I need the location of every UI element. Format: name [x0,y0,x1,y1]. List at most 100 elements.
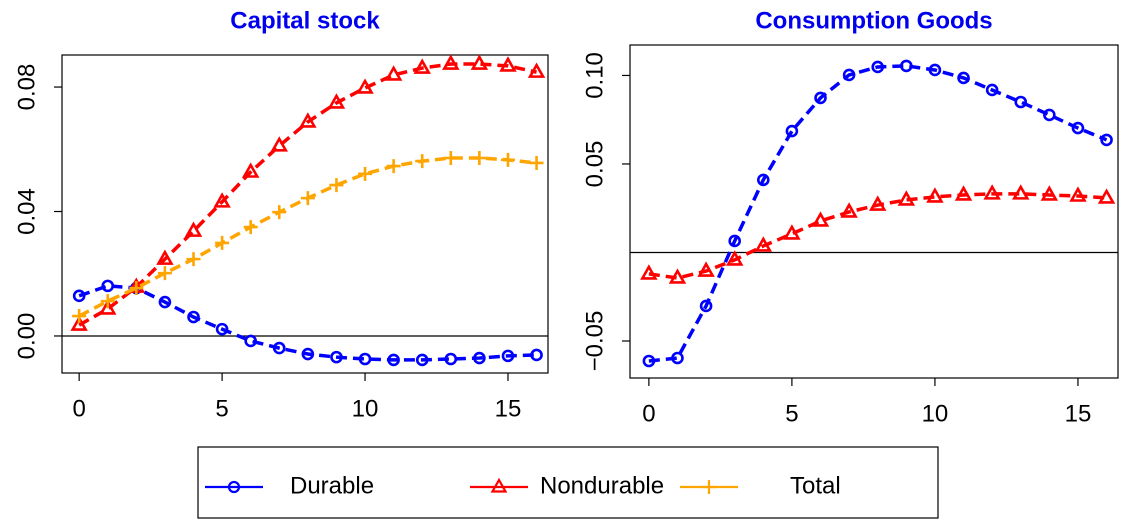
marker [783,224,801,240]
marker [527,62,546,78]
x-tick-label: 5 [785,400,798,427]
plot-frame [61,54,549,374]
marker [356,78,374,94]
y-tick-label: 0.00 [13,313,40,360]
marker [785,124,799,138]
marker [215,235,230,250]
marker [928,63,942,77]
marker [811,211,830,227]
x-tick-label: 5 [215,395,228,422]
marker [1097,188,1116,204]
x-tick-label: 0 [72,395,85,422]
legend-label: Durable [290,472,374,499]
marker [72,289,86,303]
legend-label: Total [790,472,841,499]
marker [415,353,429,367]
marker [702,480,716,494]
marker [227,480,241,494]
marker [99,299,117,315]
marker [840,202,858,218]
marker [529,155,544,170]
marker [470,54,489,70]
marker [756,173,770,187]
chart-title: Capital stock [230,7,380,34]
marker [699,299,713,313]
marker [272,205,287,220]
marker [499,56,517,72]
marker [1014,95,1028,109]
x-tick-label: 10 [922,400,949,427]
series-line [78,284,537,362]
marker [415,154,430,169]
marker [490,477,508,493]
marker [327,93,346,109]
marker [101,279,115,293]
y-tick-label: 0.05 [581,141,608,188]
marker [472,150,487,165]
y-tick-label: 0.08 [13,64,40,111]
marker [1012,184,1030,200]
series-line [648,192,1107,280]
marker [1040,185,1059,201]
marker [243,220,258,235]
marker [443,150,458,165]
series-line [648,64,1108,363]
marker [957,71,970,85]
marker [330,350,343,364]
plot-frame [629,44,1119,379]
y-tick-label: −0.05 [581,311,608,372]
marker [213,192,231,208]
marker [668,268,687,284]
marker [186,252,201,267]
marker [530,348,543,362]
marker [444,352,458,366]
x-tick-label: 15 [1065,400,1092,427]
marker [129,281,144,296]
y-tick-label: 0.04 [13,188,40,235]
x-tick-label: 10 [352,395,379,422]
marker [272,341,286,355]
marker [244,334,257,348]
marker [985,83,999,97]
marker [387,353,400,367]
marker [184,221,203,237]
marker [72,309,87,324]
marker [358,166,373,181]
marker [300,191,315,206]
marker [100,294,115,309]
series-line [78,62,537,327]
legend-box [197,446,939,519]
y-tick-label: 0.10 [581,52,608,99]
marker [384,65,403,81]
marker [728,234,741,248]
marker [1069,186,1087,202]
marker [671,351,684,365]
marker [725,250,744,266]
x-tick-label: 15 [495,395,522,422]
marker [897,190,916,206]
x-tick-label: 0 [642,400,655,427]
legend-label: Nondurable [540,472,664,499]
marker [754,236,773,252]
marker [386,159,401,174]
marker [187,310,200,324]
marker [871,60,885,74]
marker [1043,108,1056,122]
chart-title: Consumption Goods [755,7,992,34]
marker [500,152,515,167]
marker [157,266,172,281]
marker [501,349,515,363]
marker [983,184,1001,200]
marker [1100,133,1113,147]
marker [954,185,973,201]
marker [473,351,486,365]
marker [1071,121,1085,135]
marker [640,264,658,280]
marker [156,249,174,265]
marker [299,112,317,128]
marker [329,178,344,193]
marker [270,136,288,152]
marker [842,68,856,82]
